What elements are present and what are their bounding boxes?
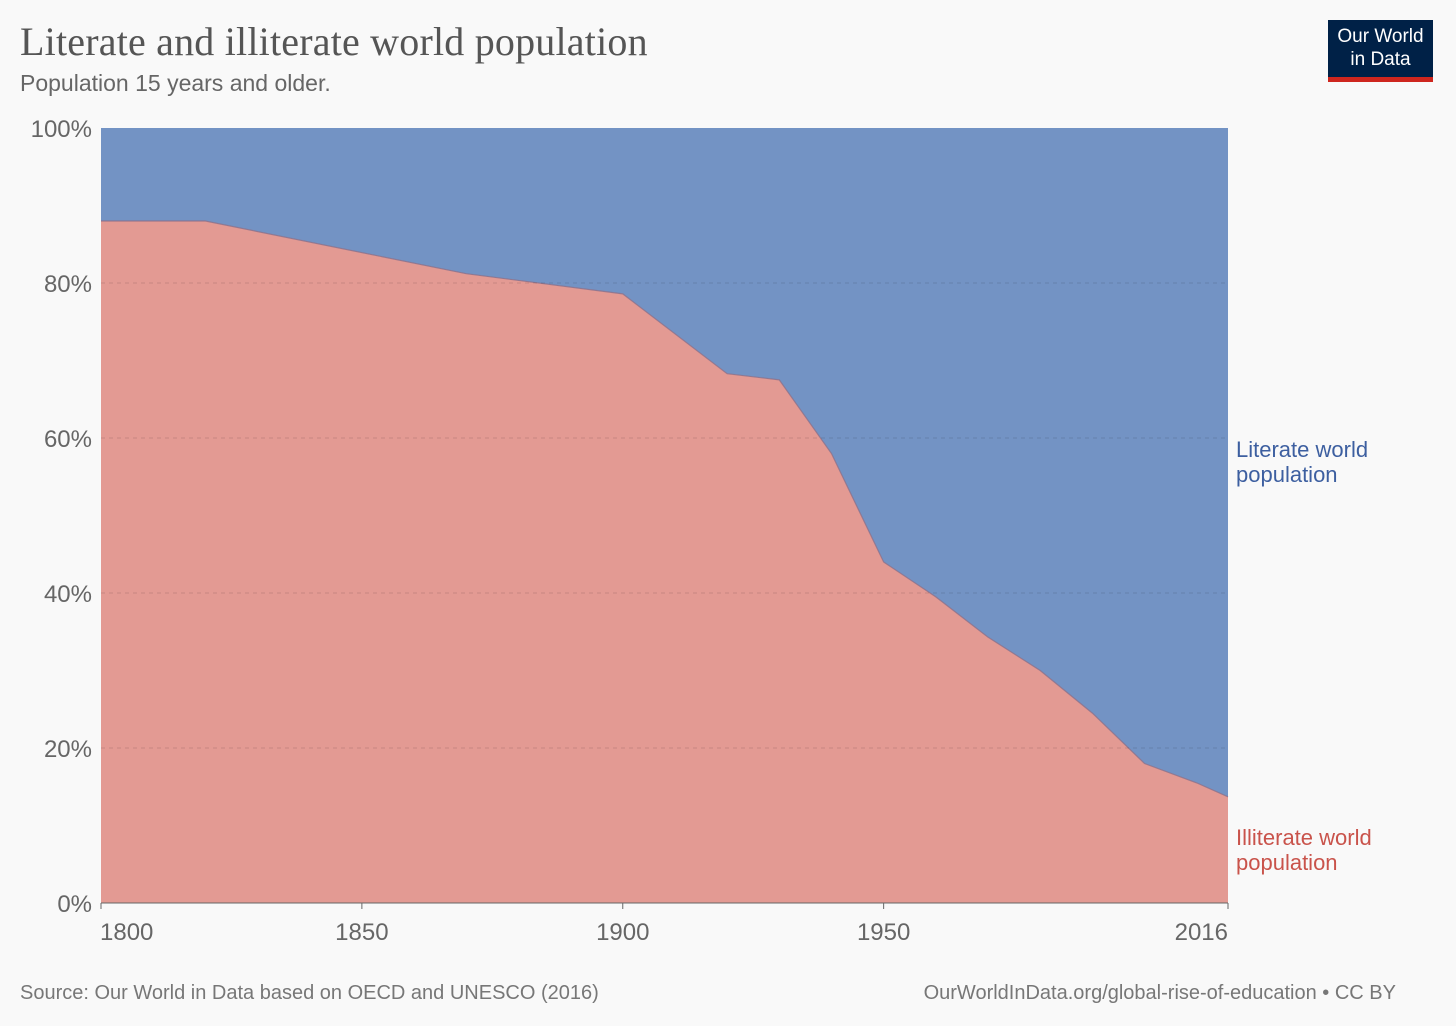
owid-logo[interactable]: Our World in Data xyxy=(1328,20,1433,82)
chart-axes: 0% 20% 40% 60% 80% 100% 1800 1850 1900 1950 2016 xyxy=(31,116,1229,946)
y-tick-label: 0% xyxy=(57,891,92,918)
x-tick-label: 1950 xyxy=(857,919,910,946)
x-tick-label: 1850 xyxy=(335,919,388,946)
y-tick-label: 100% xyxy=(31,116,92,143)
series-boundary-line xyxy=(101,220,1229,798)
series-area-literate[interactable] xyxy=(101,128,1228,797)
chart-areas xyxy=(101,128,1229,903)
x-tick-label: 2016 xyxy=(1175,919,1228,946)
series-area-illiterate[interactable] xyxy=(101,221,1228,903)
y-tick-label: 40% xyxy=(44,581,92,608)
series-label-illiterate: Illiterate world population xyxy=(1236,825,1372,875)
y-tick-label: 80% xyxy=(44,271,92,298)
chart-gridlines xyxy=(101,282,1228,749)
y-tick-label: 60% xyxy=(44,426,92,453)
y-tick-label: 20% xyxy=(44,736,92,763)
x-tick-label: 1900 xyxy=(596,919,649,946)
series-label-literate: Literate world population xyxy=(1236,437,1368,487)
source-note: Source: Our World in Data based on OECD … xyxy=(20,982,599,1004)
x-tick-label: 1800 xyxy=(100,919,153,946)
chart-title: Literate and illiterate world population xyxy=(20,19,648,64)
source-link[interactable]: OurWorldInData.org/global-rise-of-educat… xyxy=(923,982,1396,1004)
chart-series-labels: Literate world population Illiterate world… xyxy=(1236,437,1372,875)
chart-subtitle: Population 15 years and older. xyxy=(20,70,331,96)
logo-line-1: Our World xyxy=(1337,26,1424,47)
logo-line-2: in Data xyxy=(1350,49,1411,70)
